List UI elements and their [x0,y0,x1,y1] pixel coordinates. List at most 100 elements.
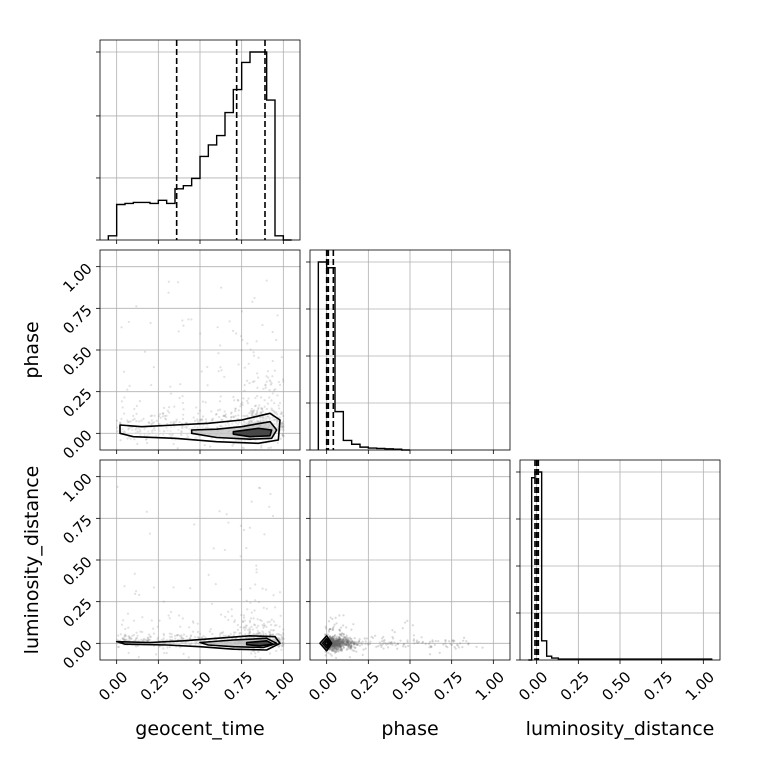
scatter-point [358,638,361,641]
scatter-point [391,635,394,639]
scatter-point [337,643,340,646]
scatter-point [135,631,138,634]
scatter-point [162,647,165,650]
scatter-point [151,422,154,425]
scatter-point [332,642,336,645]
scatter-point [125,638,128,641]
scatter-point [196,418,199,421]
scatter-point [219,425,222,428]
scatter-point [148,532,152,535]
scatter-point [280,637,283,640]
scatter-point [126,419,129,422]
scatter-point [346,642,350,645]
scatter-point [260,408,264,411]
scatter-point [337,642,340,645]
scatter-point [333,641,336,644]
scatter-point [115,419,119,422]
scatter-point [352,645,355,648]
scatter-point [332,644,335,647]
scatter-point [168,645,172,649]
scatter-point [162,433,165,436]
scatter-point [263,624,267,627]
scatter-point [336,641,339,644]
scatter-point [268,652,272,655]
scatter-point [358,640,361,643]
scatter-point [166,646,169,649]
scatter-point [177,428,180,432]
scatter-point [127,427,130,430]
scatter-point [123,638,126,642]
scatter-point [274,639,277,642]
scatter-point [198,418,201,422]
scatter-point [245,546,248,550]
scatter-point [334,642,337,645]
scatter-point [252,354,256,357]
scatter-point [269,446,272,449]
scatter-point [281,642,284,645]
scatter-point [152,586,156,589]
scatter-point [209,445,212,448]
scatter-point [247,420,250,423]
scatter-point [182,413,185,416]
scatter-point [261,419,264,422]
scatter-point [250,412,254,416]
scatter-point [272,620,276,623]
scatter-point [339,638,342,641]
scatter-point [279,638,282,641]
scatter-point [333,644,336,648]
scatter-point [337,639,340,642]
scatter-point [381,637,384,640]
scatter-point [331,644,335,647]
scatter-point [332,649,335,652]
scatter-point [276,419,279,422]
scatter-point [132,619,136,622]
scatter-point [179,625,182,628]
scatter-point [334,641,337,644]
scatter-point [137,639,140,642]
scatter-point [340,649,343,653]
scatter-point [219,344,222,347]
scatter-point [256,420,260,423]
scatter-point [411,624,414,627]
scatter-point [280,426,284,429]
y-tick-label: 0.25 [59,385,95,421]
scatter-point [211,417,215,420]
scatter-point [336,644,339,648]
scatter-point [244,415,247,418]
scatter-point [334,647,337,650]
scatter-point [280,648,283,651]
scatter-point [349,646,352,649]
scatter-point [330,654,333,657]
scatter-point [333,646,336,649]
scatter-point [275,418,279,422]
scatter-point [345,642,348,645]
scatter-point [182,408,185,411]
scatter-point [335,641,338,644]
scatter-point [347,637,350,640]
scatter-point [337,638,340,641]
scatter-point [257,406,260,409]
scatter-point [341,644,344,647]
scatter-point [332,642,335,645]
scatter-point [278,638,281,641]
x-tick-label: 1.00 [262,668,298,704]
scatter-point [347,643,350,647]
scatter-point [195,406,198,409]
scatter-point [234,407,237,410]
scatter-point [348,642,351,646]
scatter-point [334,642,337,645]
scatter-point [332,640,335,643]
scatter-point [263,399,266,402]
scatter-point [179,430,182,433]
scatter-point [122,430,125,433]
scatter-point [123,585,126,588]
scatter-point [401,627,404,630]
scatter-point [378,641,381,644]
scatter-point [259,418,262,421]
scatter-point [349,643,352,646]
scatter-point [336,639,339,642]
scatter-point [200,370,203,373]
scatter-point [343,638,346,641]
scatter-point [351,649,354,652]
scatter-point [144,438,147,441]
